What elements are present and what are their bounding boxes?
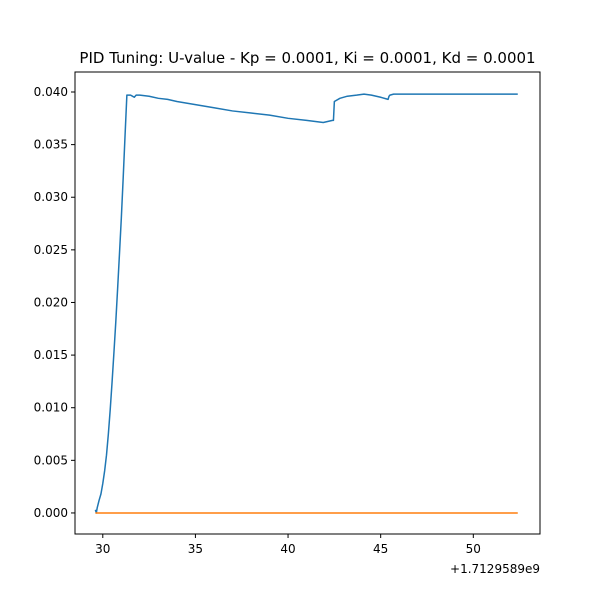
x-tick-label: 40	[280, 542, 295, 556]
y-tick-label: 0.030	[34, 190, 68, 204]
y-tick-label: 0.005	[34, 453, 68, 467]
x-tick-label: 35	[188, 542, 203, 556]
x-tick-label: 45	[373, 542, 388, 556]
y-axis: 0.000 0.005 0.010 0.015 0.020 0.025 0.030 0.035…	[34, 85, 75, 520]
series-line-1	[94, 93, 518, 514]
chart-title: PID Tuning: U-value - Kp = 0.0001, Ki = …	[79, 49, 535, 67]
x-axis: 30 35 40 45 50	[95, 534, 481, 556]
x-axis-offset-label: +1.7129589e9	[450, 562, 540, 576]
plot-frame	[74, 71, 541, 535]
y-tick-label: 0.040	[34, 85, 68, 99]
x-tick-label: 30	[95, 542, 110, 556]
y-tick-label: 0.015	[34, 348, 68, 362]
y-tick-label: 0.000	[34, 506, 68, 520]
x-tick-label: 50	[466, 542, 481, 556]
y-tick-label: 0.025	[34, 243, 68, 257]
series-layer	[94, 93, 518, 514]
y-tick-label: 0.035	[34, 138, 68, 152]
y-tick-label: 0.020	[34, 295, 68, 309]
y-tick-label: 0.010	[34, 401, 68, 415]
